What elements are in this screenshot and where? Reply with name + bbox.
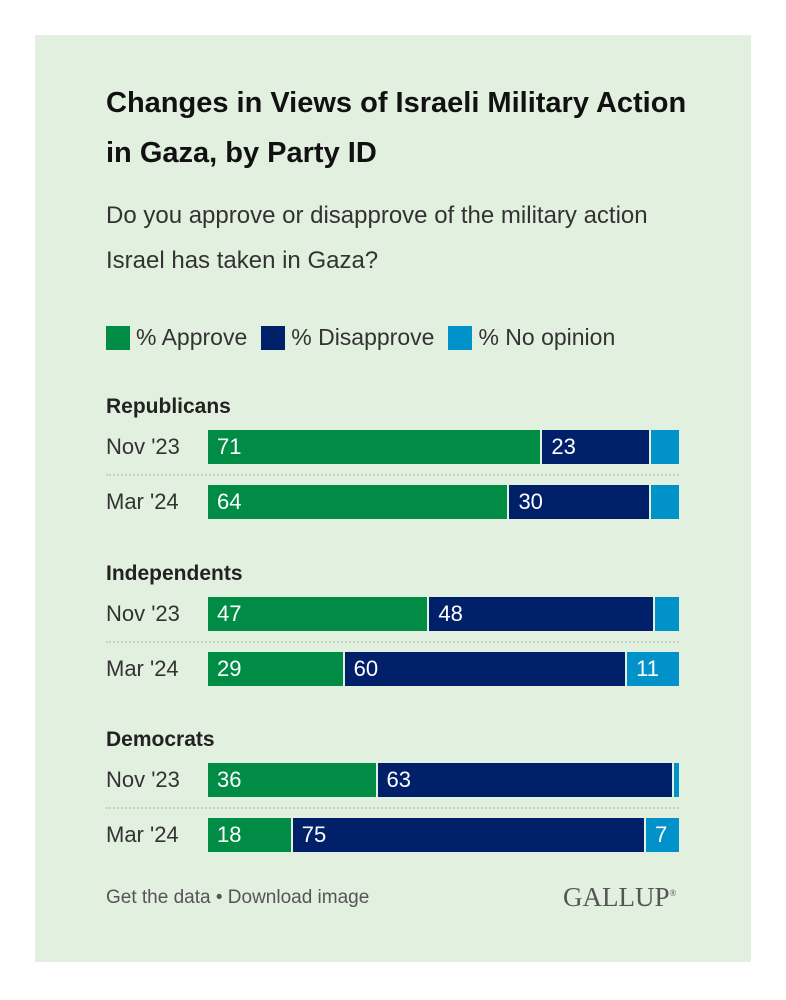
bar-segment-no-opinion — [674, 763, 679, 797]
bar-segment-disapprove: 63 — [377, 763, 675, 797]
stacked-bar: 71 23 — [208, 430, 679, 464]
stacked-bar: 64 30 — [208, 485, 679, 519]
row-label: Nov '23 — [106, 434, 180, 459]
bar-segment-no-opinion — [650, 430, 679, 464]
bar-segment-no-opinion — [650, 485, 679, 519]
bar-segment-approve: 18 — [208, 818, 293, 852]
stacked-bar: 47 48 — [208, 597, 679, 631]
stacked-bar: 29 60 11 — [208, 652, 679, 686]
bar-segment-no-opinion: 7 — [646, 818, 679, 852]
bar-segment-approve: 64 — [208, 485, 510, 519]
row-label: Nov '23 — [106, 601, 180, 626]
legend-swatch — [261, 325, 286, 350]
group-label: Republicans — [106, 395, 231, 418]
bar-segment-disapprove: 30 — [509, 485, 651, 519]
legend-item: % No opinion — [448, 324, 615, 351]
gallup-logo: GALLUP® — [563, 882, 677, 912]
group-label: Independents — [106, 562, 243, 585]
bar-segment-approve: 36 — [208, 763, 378, 797]
bar-segment-approve: 29 — [208, 652, 345, 686]
bar-segment-no-opinion — [655, 597, 679, 631]
legend-label: % Disapprove — [291, 324, 435, 350]
bar-segment-approve: 47 — [208, 597, 430, 631]
bar-segment-disapprove: 48 — [429, 597, 656, 631]
bar-segment-approve: 71 — [208, 430, 543, 464]
bar-segment-disapprove: 60 — [344, 652, 628, 686]
row-label: Mar '24 — [106, 656, 179, 681]
group-label: Democrats — [106, 728, 215, 751]
stacked-bar: 18 75 7 — [208, 818, 679, 852]
legend-label: % No opinion — [478, 324, 616, 350]
legend-label: % Approve — [136, 324, 248, 350]
row-label: Nov '23 — [106, 767, 180, 792]
row-divider — [106, 807, 679, 809]
row-divider — [106, 641, 679, 643]
legend-swatch — [448, 325, 473, 350]
row-divider — [106, 474, 679, 476]
bar-segment-disapprove: 75 — [292, 818, 647, 852]
legend-swatch — [106, 325, 130, 350]
footer-links[interactable]: Get the data • Download image — [106, 887, 370, 908]
stacked-bar: 36 63 — [208, 763, 679, 797]
bar-segment-disapprove: 23 — [542, 430, 651, 464]
legend-item: % Disapprove — [261, 324, 434, 351]
legend-item: % Approve — [106, 324, 247, 351]
row-label: Mar '24 — [106, 489, 179, 514]
row-label: Mar '24 — [106, 822, 179, 847]
legend: % Approve % Disapprove % No opinion — [106, 324, 629, 351]
chart-subtitle: Do you approve or disapprove of the mili… — [106, 202, 648, 274]
chart-title: Changes in Views of Israeli Military Act… — [106, 87, 687, 169]
bar-segment-no-opinion: 11 — [627, 652, 679, 686]
